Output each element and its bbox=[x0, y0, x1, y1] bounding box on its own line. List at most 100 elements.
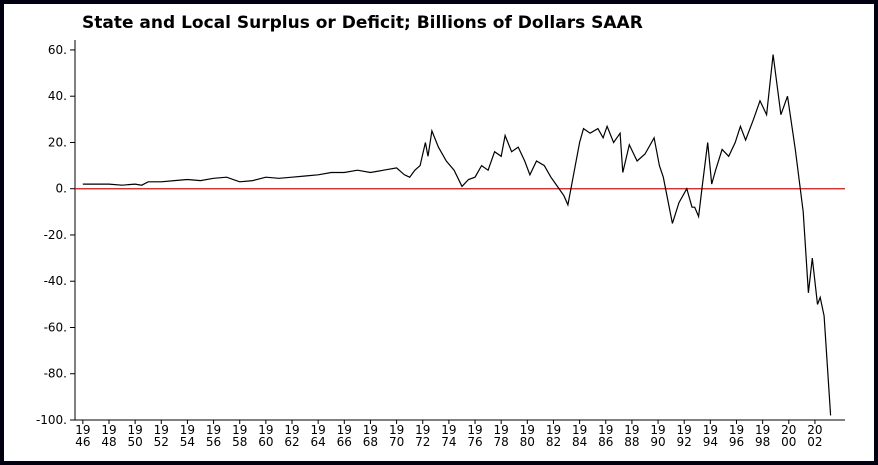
x-tick-label: 19 54 bbox=[180, 423, 195, 449]
x-tick-label: 19 56 bbox=[206, 423, 221, 449]
x-tick-label-line: 19 bbox=[572, 423, 587, 437]
x-tick-label: 19 74 bbox=[441, 423, 456, 449]
y-tick-label: 60. bbox=[48, 43, 67, 57]
x-tick-label-line: 62 bbox=[284, 435, 299, 449]
x-tick-label-line: 19 bbox=[467, 423, 482, 437]
x-tick-label-line: 19 bbox=[415, 423, 430, 437]
x-tick-label-line: 19 bbox=[284, 423, 299, 437]
x-tick-label-line: 19 bbox=[520, 423, 535, 437]
x-tick-label: 19 62 bbox=[284, 423, 299, 449]
x-tick-label-line: 19 bbox=[624, 423, 639, 437]
x-tick-label: 19 60 bbox=[258, 423, 273, 449]
x-tick-label: 19 70 bbox=[389, 423, 404, 449]
x-tick-label-line: 86 bbox=[598, 435, 613, 449]
y-tick-label: -40. bbox=[44, 274, 67, 288]
x-tick-label: 19 86 bbox=[598, 423, 613, 449]
x-tick-label-line: 72 bbox=[415, 435, 430, 449]
x-tick-label-line: 52 bbox=[154, 435, 169, 449]
x-tick-label: 19 46 bbox=[75, 423, 90, 449]
x-tick-label-line: 19 bbox=[650, 423, 665, 437]
x-tick-label-line: 56 bbox=[206, 435, 221, 449]
data-line bbox=[82, 54, 832, 416]
x-tick-label-line: 19 bbox=[441, 423, 456, 437]
x-tick-label-line: 80 bbox=[520, 435, 535, 449]
y-tick-label: -60. bbox=[44, 320, 67, 334]
x-tick-label: 19 64 bbox=[311, 423, 326, 449]
x-tick-label: 19 92 bbox=[677, 423, 692, 449]
x-tick-label-line: 19 bbox=[154, 423, 169, 437]
x-tick-label-line: 66 bbox=[337, 435, 352, 449]
x-tick-label-line: 19 bbox=[101, 423, 116, 437]
x-tick-label-line: 02 bbox=[807, 435, 822, 449]
x-tick-label: 19 50 bbox=[127, 423, 142, 449]
x-tick-label-line: 20 bbox=[781, 423, 796, 437]
y-tick-label: -80. bbox=[44, 367, 67, 381]
x-tick-label-line: 84 bbox=[572, 435, 587, 449]
x-tick-label-line: 19 bbox=[703, 423, 718, 437]
x-tick-label-line: 19 bbox=[258, 423, 273, 437]
y-tick-label: 40. bbox=[48, 89, 67, 103]
x-tick-label-line: 20 bbox=[807, 423, 822, 437]
panel bbox=[4, 4, 874, 461]
x-tick-label-line: 92 bbox=[677, 435, 692, 449]
x-tick-label-line: 19 bbox=[677, 423, 692, 437]
x-tick-label-line: 19 bbox=[206, 423, 221, 437]
x-tick-label-line: 19 bbox=[494, 423, 509, 437]
x-tick-label: 19 66 bbox=[337, 423, 352, 449]
x-tick-label-line: 96 bbox=[729, 435, 744, 449]
x-tick-label-line: 78 bbox=[494, 435, 509, 449]
x-tick-label-line: 19 bbox=[180, 423, 195, 437]
x-tick-label-line: 82 bbox=[546, 435, 561, 449]
x-tick-label-line: 19 bbox=[598, 423, 613, 437]
x-tick-label-line: 19 bbox=[337, 423, 352, 437]
x-tick-label-line: 74 bbox=[441, 435, 456, 449]
x-tick-label-line: 64 bbox=[311, 435, 326, 449]
x-tick-label-line: 76 bbox=[467, 435, 482, 449]
y-tick-label: 20. bbox=[48, 135, 67, 149]
y-tick-label: 0. bbox=[56, 182, 67, 196]
x-tick-label-line: 50 bbox=[127, 435, 142, 449]
x-tick-label-line: 19 bbox=[75, 423, 90, 437]
x-tick-label-line: 19 bbox=[389, 423, 404, 437]
x-tick-label-line: 19 bbox=[755, 423, 770, 437]
x-tick-label-line: 48 bbox=[101, 435, 116, 449]
x-tick-label: 19 82 bbox=[546, 423, 561, 449]
x-tick-label: 19 88 bbox=[624, 423, 639, 449]
x-tick-label: 19 98 bbox=[755, 423, 770, 449]
x-tick-label: 19 90 bbox=[650, 423, 665, 449]
y-tick-label: -100. bbox=[36, 413, 67, 427]
x-tick-label-line: 19 bbox=[546, 423, 561, 437]
x-tick-label-line: 19 bbox=[729, 423, 744, 437]
x-tick-label: 19 58 bbox=[232, 423, 247, 449]
x-tick-label: 19 80 bbox=[520, 423, 535, 449]
x-tick-label-line: 68 bbox=[363, 435, 378, 449]
x-tick-label-line: 60 bbox=[258, 435, 273, 449]
x-tick-label-line: 19 bbox=[311, 423, 326, 437]
x-tick-label-line: 19 bbox=[232, 423, 247, 437]
x-tick-label: 20 00 bbox=[781, 423, 796, 449]
x-tick-label: 19 72 bbox=[415, 423, 430, 449]
x-tick-label: 19 96 bbox=[729, 423, 744, 449]
x-tick-label-line: 70 bbox=[389, 435, 404, 449]
x-tick-label-line: 98 bbox=[755, 435, 770, 449]
x-tick-label: 19 94 bbox=[703, 423, 718, 449]
x-tick-label-line: 94 bbox=[703, 435, 718, 449]
x-tick-label: 19 76 bbox=[467, 423, 482, 449]
y-tick-label: -20. bbox=[44, 228, 67, 242]
x-tick-label: 19 48 bbox=[101, 423, 116, 449]
x-tick-label-line: 19 bbox=[363, 423, 378, 437]
x-tick-label: 20 02 bbox=[807, 423, 822, 449]
x-tick-label-line: 19 bbox=[127, 423, 142, 437]
x-tick-label: 19 68 bbox=[363, 423, 378, 449]
x-tick-label-line: 46 bbox=[75, 435, 90, 449]
x-tick-label: 19 84 bbox=[572, 423, 587, 449]
x-tick-label-line: 54 bbox=[180, 435, 195, 449]
chart-title: State and Local Surplus or Deficit; Bill… bbox=[82, 13, 643, 33]
x-tick-label-line: 88 bbox=[624, 435, 639, 449]
x-tick-label: 19 78 bbox=[494, 423, 509, 449]
x-tick-label-line: 90 bbox=[650, 435, 665, 449]
x-tick-label-line: 00 bbox=[781, 435, 796, 449]
x-tick-label: 19 52 bbox=[154, 423, 169, 449]
